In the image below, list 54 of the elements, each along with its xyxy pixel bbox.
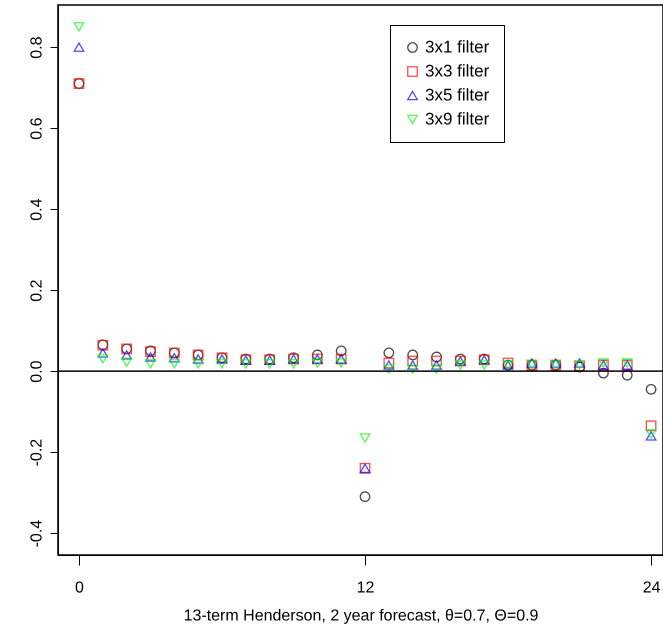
point bbox=[121, 350, 132, 360]
point bbox=[336, 358, 347, 368]
y-tick-label: 0.2 bbox=[28, 279, 46, 302]
point bbox=[360, 491, 370, 502]
y-tick-label: -0.4 bbox=[28, 520, 46, 548]
point bbox=[431, 352, 442, 362]
point bbox=[288, 359, 299, 369]
point bbox=[192, 359, 204, 369]
point bbox=[454, 360, 466, 370]
point bbox=[598, 368, 609, 379]
point bbox=[383, 364, 394, 374]
point bbox=[145, 352, 156, 362]
point bbox=[312, 350, 323, 360]
point bbox=[407, 364, 418, 374]
point bbox=[264, 359, 276, 369]
legend-label: 3x3 filter bbox=[425, 62, 490, 80]
point bbox=[431, 360, 442, 370]
point bbox=[216, 359, 228, 369]
x-tick-label: 0 bbox=[75, 580, 84, 596]
point bbox=[407, 350, 418, 360]
point bbox=[168, 359, 180, 369]
point bbox=[383, 360, 394, 370]
x-tick-label: 12 bbox=[356, 580, 375, 596]
point bbox=[121, 357, 132, 367]
point bbox=[383, 348, 394, 358]
point bbox=[407, 356, 418, 366]
y-tick-label: 0.8 bbox=[28, 36, 46, 59]
legend-label: 3x5 filter bbox=[425, 86, 490, 104]
point bbox=[622, 370, 633, 381]
point bbox=[336, 345, 347, 356]
point bbox=[646, 384, 656, 395]
x-tick-label: 24 bbox=[642, 580, 661, 596]
point bbox=[168, 353, 180, 363]
point bbox=[97, 354, 108, 364]
y-tick-label: 0.4 bbox=[28, 198, 46, 221]
point bbox=[192, 354, 204, 364]
point bbox=[97, 348, 108, 358]
legend-label: 3x9 filter bbox=[425, 110, 490, 128]
point bbox=[145, 359, 156, 369]
point bbox=[312, 358, 323, 368]
point bbox=[74, 42, 84, 52]
point bbox=[240, 359, 252, 369]
point bbox=[360, 433, 370, 443]
y-tick-label: 0.6 bbox=[28, 117, 46, 140]
x-axis-title: 13-term Henderson, 2 year forecast, θ=0.7, Θ=0.9 bbox=[184, 608, 539, 624]
point bbox=[431, 356, 442, 366]
point bbox=[407, 360, 418, 370]
point bbox=[478, 360, 490, 370]
point bbox=[646, 420, 656, 432]
legend-label: 3x1 filter bbox=[425, 38, 490, 56]
point bbox=[431, 364, 442, 374]
y-tick-label: -0.2 bbox=[28, 438, 46, 466]
y-tick-label: 0.0 bbox=[28, 360, 46, 383]
point bbox=[74, 22, 84, 32]
